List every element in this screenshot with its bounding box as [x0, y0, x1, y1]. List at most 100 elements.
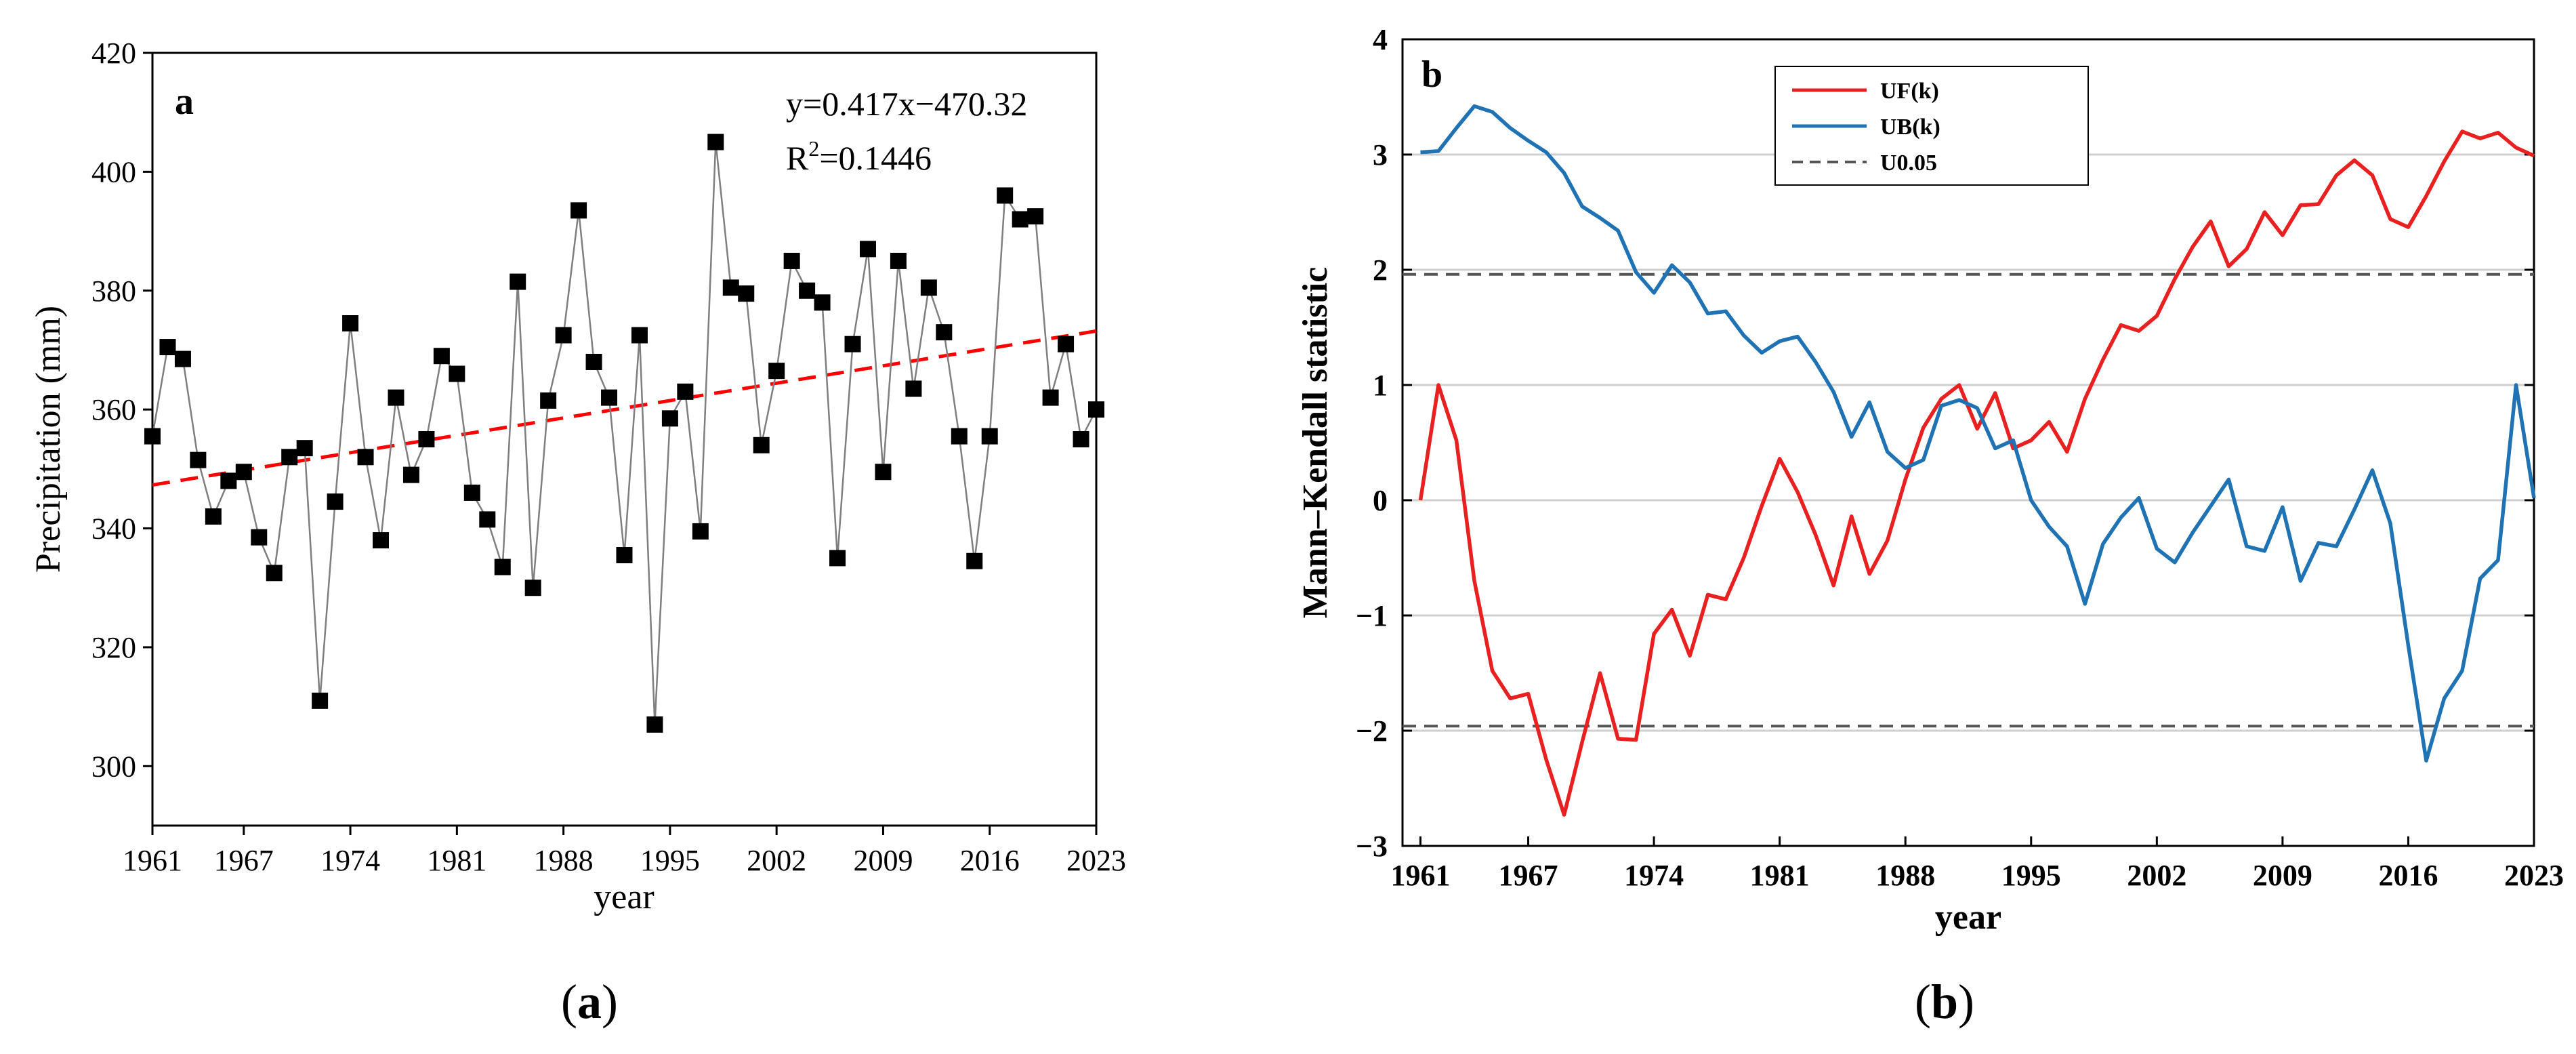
y-tick-label-b: −1	[1356, 599, 1388, 632]
data-point	[266, 565, 283, 582]
data-point	[327, 493, 344, 510]
data-point	[220, 472, 237, 489]
data-point	[555, 327, 572, 344]
data-point	[144, 428, 161, 445]
data-point	[281, 449, 298, 466]
uf-series-line	[1418, 129, 2535, 817]
precipitation-points	[144, 134, 1104, 733]
panel-label-b: b	[1421, 54, 1442, 96]
x-tick-label-a: 1967	[214, 844, 274, 877]
data-point	[510, 273, 526, 290]
legend-label-ub: UB(k)	[1880, 115, 1940, 140]
data-point	[1088, 401, 1104, 418]
x-tick-label-a: 1961	[123, 844, 182, 877]
data-point	[235, 464, 252, 481]
data-point	[631, 327, 648, 344]
y-tick-label-a: 300	[91, 750, 136, 783]
data-point	[205, 508, 222, 525]
data-point	[1012, 211, 1029, 228]
data-point	[920, 279, 937, 296]
x-tick-label-a: 2016	[960, 844, 1020, 877]
legend-label-uf: UF(k)	[1880, 79, 1939, 104]
plot-frame-b	[1401, 38, 2535, 847]
data-point	[190, 451, 207, 468]
y-tick-label-b: 1	[1373, 369, 1388, 402]
x-axis-ticks-b: 1961 1967 1974 1981 1988 1995 2002 2009 2016 2023	[1391, 836, 2564, 892]
significance-threshold-lines	[1403, 272, 2534, 728]
data-point	[433, 348, 450, 365]
data-point	[342, 315, 359, 331]
data-point	[296, 440, 313, 457]
data-point	[753, 437, 770, 453]
data-point	[463, 484, 480, 501]
data-point	[829, 550, 846, 567]
y-axis-ticks-a: 300 320 340 360 380 400 420	[91, 37, 152, 783]
x-axis-title-b: year	[1935, 898, 2001, 937]
data-point	[312, 692, 329, 709]
data-point	[936, 324, 953, 341]
x-tick-label-a: 2023	[1066, 844, 1126, 877]
legend: UF(k) UB(k) U0.05	[1774, 66, 2089, 186]
r2-prefix: R	[786, 139, 809, 177]
x-tick-label-b: 1974	[1624, 859, 1684, 892]
y-axis-title-b: Mann–Kendall statistic	[1296, 267, 1335, 619]
gridlines-b	[1403, 153, 2534, 732]
data-point	[722, 279, 739, 296]
data-point	[707, 134, 724, 150]
data-point	[388, 389, 404, 406]
caption-letter-b: b	[1931, 975, 1958, 1029]
y-tick-label-a: 400	[91, 155, 136, 188]
x-tick-label-a: 2009	[853, 844, 913, 877]
data-point	[768, 363, 785, 380]
ub-series-line	[1420, 104, 2536, 763]
data-point	[966, 552, 983, 569]
data-point	[890, 252, 907, 269]
x-tick-label-b: 1967	[1499, 859, 1558, 892]
data-point	[357, 449, 374, 466]
data-point	[373, 532, 390, 549]
trend-line	[152, 329, 1097, 487]
data-point	[981, 428, 998, 445]
y-tick-label-b: 3	[1373, 138, 1388, 171]
x-tick-label-b: 2002	[2127, 859, 2186, 892]
y-tick-label-a: 420	[91, 37, 136, 70]
y-axis-title-a: Precipitation (mm)	[29, 306, 68, 573]
data-point	[159, 339, 176, 356]
x-tick-label-a: 1988	[534, 844, 594, 877]
y-tick-label-a: 380	[91, 275, 136, 308]
data-point	[1073, 431, 1089, 447]
x-tick-label-b: 2016	[2378, 859, 2438, 892]
caption-letter-a: a	[577, 975, 602, 1029]
caption-a: (a)	[561, 975, 618, 1029]
data-point	[449, 365, 465, 382]
x-tick-label-b: 2009	[2253, 859, 2312, 892]
r2-superscript: 2	[808, 136, 819, 161]
regression-equation: y=0.417x−470.32	[786, 85, 1027, 123]
data-point	[616, 547, 633, 563]
x-tick-label-b: 1981	[1750, 859, 1810, 892]
y-tick-label-b: 0	[1373, 484, 1388, 517]
data-point	[814, 294, 831, 311]
x-tick-label-b: 1961	[1391, 859, 1451, 892]
data-point	[875, 464, 892, 481]
r2-value: =0.1446	[819, 139, 932, 177]
data-point	[585, 354, 602, 370]
data-point	[859, 241, 876, 258]
x-tick-label-a: 1974	[320, 844, 380, 877]
data-point	[601, 389, 618, 406]
data-point	[799, 282, 816, 299]
data-point	[570, 202, 587, 219]
data-point	[251, 529, 268, 546]
data-point	[997, 187, 1014, 204]
data-point	[174, 350, 191, 367]
data-point	[1058, 336, 1075, 352]
data-point	[1027, 208, 1044, 225]
panel-label-a: a	[175, 81, 194, 123]
data-point	[479, 511, 496, 528]
data-point	[692, 523, 709, 540]
y-tick-label-a: 320	[91, 631, 136, 664]
data-point	[951, 428, 968, 445]
data-point	[524, 580, 541, 596]
